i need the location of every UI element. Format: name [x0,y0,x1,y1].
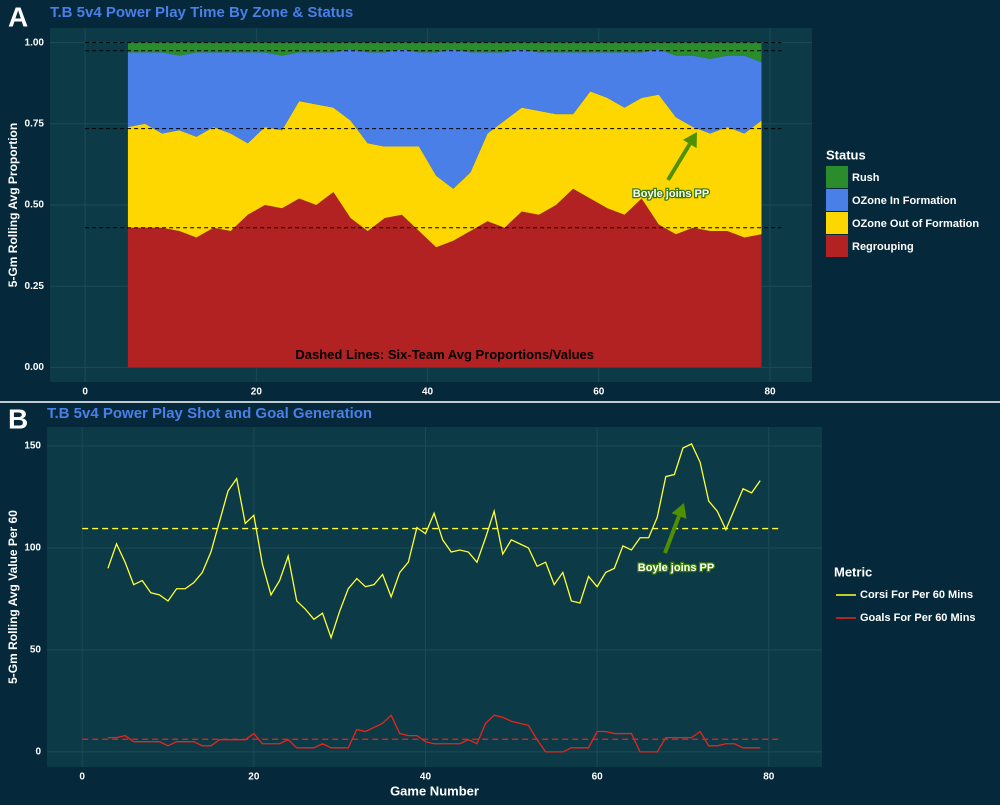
y-tick-label: 0.50 [25,200,45,211]
legend-title: Metric [834,564,872,579]
chart-title: T.B 5v4 Power Play Shot and Goal Generat… [47,405,372,422]
x-axis-label: Game Number [390,783,479,798]
annotation-arrowhead [671,503,687,519]
line [107,443,761,640]
legend-swatch [826,189,848,211]
y-tick-label: 50 [30,645,42,656]
y-tick-label: 100 [24,543,41,554]
annotation: Boyle joins PP [638,562,714,574]
y-tick-label: 0.25 [25,281,45,292]
annotation: Boyle joins PP [633,188,709,200]
y-axis-label: 5-Gm Rolling Avg Proportion [6,123,20,287]
y-tick-label: 0.75 [25,118,45,129]
x-tick-label: 20 [251,387,263,398]
area [127,188,762,368]
panel-letter: B [8,403,28,434]
x-tick-label: 80 [764,387,776,398]
x-tick-label: 60 [593,387,605,398]
area [127,42,762,63]
legend-label: OZone In Formation [852,195,957,207]
legend-label: Corsi For Per 60 Mins [860,589,973,601]
chart-title: T.B 5v4 Power Play Time By Zone & Status [50,4,353,21]
x-tick-label: 80 [763,772,775,783]
legend-swatch [826,212,848,234]
legend-label: Rush [852,172,880,184]
annotation-arrowhead [682,132,697,149]
line [107,714,761,753]
x-tick-label: 0 [82,387,88,398]
legend-label: OZone Out of Formation [852,218,979,230]
legend-swatch [826,166,848,188]
area [127,91,762,248]
note: Dashed Lines: Six-Team Avg Proportions/V… [295,347,594,362]
plot-background [47,427,822,767]
y-tick-label: 0 [35,747,41,758]
legend-swatch [826,235,848,257]
x-tick-label: 40 [422,387,434,398]
x-tick-label: 60 [592,772,604,783]
area [127,49,762,189]
y-axis-label: 5-Gm Rolling Avg Value Per 60 [6,510,20,684]
legend-label: Regrouping [852,241,914,253]
y-tick-label: 0.00 [25,362,45,373]
legend-label: Goals For Per 60 Mins [860,612,976,624]
y-tick-label: 1.00 [25,37,45,48]
x-tick-label: 20 [248,772,260,783]
x-tick-label: 0 [79,772,85,783]
annotation-arrow [666,142,692,182]
x-tick-label: 40 [420,772,432,783]
annotation-arrow [663,515,681,554]
y-tick-label: 150 [24,441,41,452]
panel-letter: A [8,1,28,32]
legend-title: Status [826,147,866,162]
